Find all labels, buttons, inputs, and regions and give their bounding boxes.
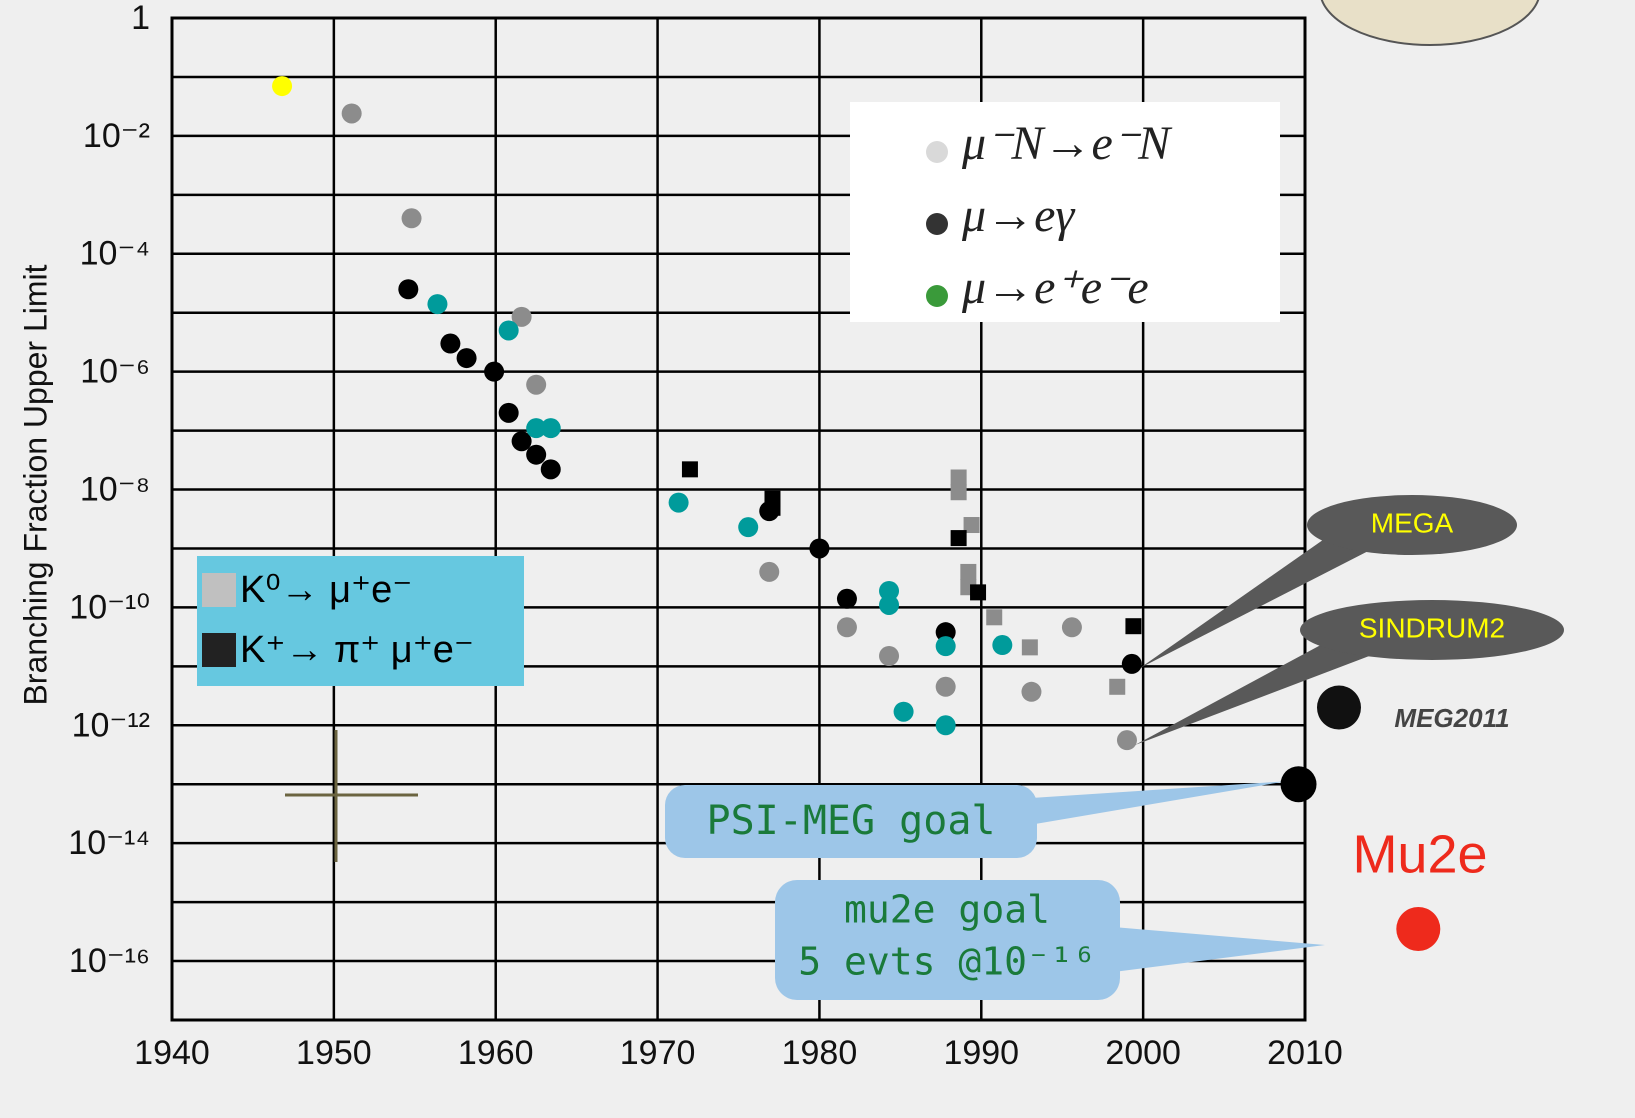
callout	[775, 880, 1120, 1000]
data-point	[1396, 906, 1441, 951]
data-point	[272, 76, 293, 97]
x-tick-label: 1960	[458, 1034, 534, 1072]
annotation: SINDRUM2	[1359, 612, 1505, 643]
y-tick-label: 10⁻¹²	[72, 706, 150, 744]
data-point	[893, 701, 914, 722]
data-point	[836, 617, 857, 638]
data-point	[1280, 766, 1317, 803]
callout-pointer	[1135, 640, 1385, 745]
legend-marker	[926, 213, 948, 235]
data-point	[498, 320, 519, 341]
data-point	[1109, 678, 1126, 695]
y-tick-label: 10⁻⁶	[80, 353, 150, 391]
data-point	[992, 635, 1013, 656]
data-point	[738, 517, 759, 538]
x-tick-label: 1990	[943, 1034, 1019, 1072]
callout-pointer	[1090, 925, 1325, 975]
data-point	[1316, 685, 1361, 730]
annotation: MEG2011	[1394, 703, 1509, 733]
legend-label: μ→eγ	[961, 189, 1075, 242]
data-point	[484, 361, 505, 382]
annotation: mu2e goal	[844, 888, 1050, 932]
legend-marker	[926, 285, 948, 307]
data-point	[1021, 639, 1038, 656]
legend-marker	[926, 141, 948, 163]
legend-marker	[202, 633, 236, 667]
data-point	[950, 530, 967, 547]
x-tick-label: 1940	[134, 1034, 210, 1072]
legend-box	[850, 102, 1280, 322]
x-tick-label: 2000	[1105, 1034, 1181, 1072]
data-point	[1116, 730, 1137, 751]
annotation: PSI-MEG goal	[707, 798, 996, 844]
data-point	[511, 431, 532, 452]
x-tick-label: 1950	[296, 1034, 372, 1072]
data-point	[398, 279, 419, 300]
data-point	[427, 294, 448, 315]
legend-label: μ→e⁺e⁻e	[961, 261, 1149, 314]
data-point	[935, 636, 956, 657]
plot-frame	[170, 16, 1307, 1022]
data-point	[526, 374, 547, 395]
data-point	[960, 563, 977, 580]
callout	[665, 785, 1037, 858]
y-tick-label: 10⁻¹⁶	[69, 942, 150, 980]
x-tick-label: 1970	[620, 1034, 696, 1072]
callout-pointer	[1000, 781, 1287, 830]
data-point	[935, 676, 956, 697]
data-point	[950, 484, 967, 501]
y-tick-label: 10⁻²	[83, 117, 150, 155]
y-tick-label: 10⁻⁸	[80, 471, 150, 509]
data-point	[935, 715, 956, 736]
callout-pointer	[1140, 535, 1380, 668]
data-point	[540, 459, 561, 480]
data-point	[1125, 618, 1142, 635]
data-point	[986, 609, 1003, 626]
y-axis-label: Branching Fraction Upper Limit	[17, 264, 53, 705]
legend-box	[197, 556, 524, 686]
data-point	[681, 461, 698, 478]
legend-marker	[202, 573, 236, 607]
data-point	[668, 492, 689, 513]
data-point	[526, 444, 547, 465]
annotation: 5 evts @10⁻¹⁶	[798, 940, 1095, 984]
data-point	[440, 333, 461, 354]
data-point	[879, 645, 900, 666]
data-point	[950, 469, 967, 486]
callout	[1300, 600, 1564, 660]
data-point	[879, 580, 900, 601]
legend-label: K⁺→ π⁺ μ⁺e⁻	[240, 629, 474, 671]
data-point	[526, 418, 547, 439]
data-point	[1061, 617, 1082, 638]
data-point	[970, 584, 987, 601]
data-point	[341, 103, 362, 124]
data-point	[809, 538, 830, 559]
data-point	[511, 306, 532, 327]
legend-label: μ⁻N→e⁻N	[961, 117, 1173, 170]
y-tick-label: 10⁻¹⁰	[69, 588, 150, 626]
y-tick-label: 10⁻⁴	[80, 235, 150, 273]
data-point	[1121, 653, 1142, 674]
x-tick-label: 2010	[1267, 1034, 1343, 1072]
data-point	[836, 588, 857, 609]
data-point	[498, 402, 519, 423]
data-point	[759, 561, 780, 582]
data-point	[401, 208, 422, 229]
y-tick-label: 1	[131, 0, 150, 37]
data-point	[963, 517, 980, 534]
legend-label: K⁰→ μ⁺e⁻	[240, 569, 412, 611]
data-point	[879, 594, 900, 615]
annotation: Mu2e	[1352, 824, 1487, 884]
annotation: MEGA	[1371, 507, 1454, 538]
data-point	[456, 348, 477, 369]
data-point	[935, 622, 956, 643]
data-point	[540, 418, 561, 439]
data-point	[764, 499, 781, 516]
callout	[1307, 495, 1517, 555]
y-tick-label: 10⁻¹⁴	[68, 824, 150, 862]
data-point	[1021, 681, 1042, 702]
logo	[1320, 0, 1540, 46]
x-tick-label: 1980	[782, 1034, 858, 1072]
